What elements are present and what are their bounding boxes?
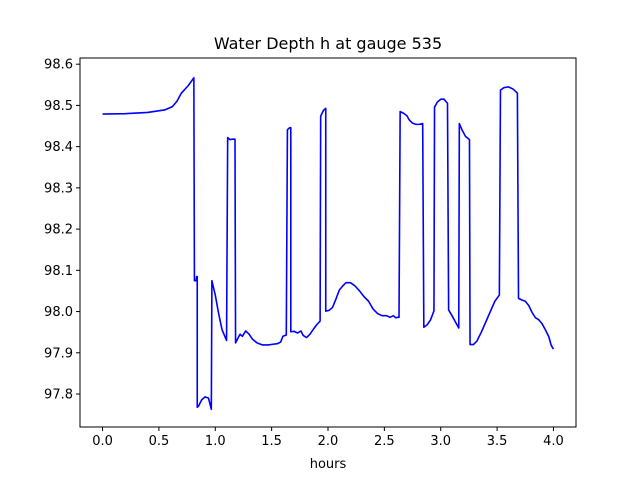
x-axis: 0.0 0.5 1.0 1.5 2.0 2.5 3.0 3.5 4.0 (92, 427, 564, 449)
plot-frame (79, 57, 577, 428)
y-tick-label: 97.9 (44, 346, 73, 361)
y-tick-label: 98.3 (44, 181, 73, 196)
plot-area (102, 76, 555, 411)
y-tick-label: 98.5 (44, 99, 73, 114)
y-tick-label: 98.6 (44, 58, 73, 73)
y-tick-label: 98.2 (44, 223, 73, 238)
x-tick-label: 4.0 (543, 434, 564, 449)
x-tick-label: 0.5 (149, 434, 170, 449)
y-tick-label: 98.1 (44, 264, 73, 279)
x-tick-label: 2.0 (318, 434, 339, 449)
x-tick-label: 3.5 (487, 434, 508, 449)
y-tick-label: 98.4 (44, 140, 73, 155)
x-tick-label: 1.5 (261, 434, 282, 449)
x-tick-label: 0.0 (92, 434, 113, 449)
y-tick-label: 98.0 (44, 305, 73, 320)
x-axis-title: hours (310, 457, 347, 472)
x-tick-label: 2.5 (374, 434, 395, 449)
water-depth-series-line (102, 76, 555, 411)
chart-title: Water Depth h at gauge 535 (214, 34, 442, 53)
x-tick-label: 3.0 (430, 434, 451, 449)
y-axis: 97.8 97.9 98.0 98.1 98.2 98.3 98.4 98.5 98.6 (44, 58, 80, 403)
y-tick-label: 97.8 (44, 388, 73, 403)
x-tick-label: 1.0 (205, 434, 226, 449)
